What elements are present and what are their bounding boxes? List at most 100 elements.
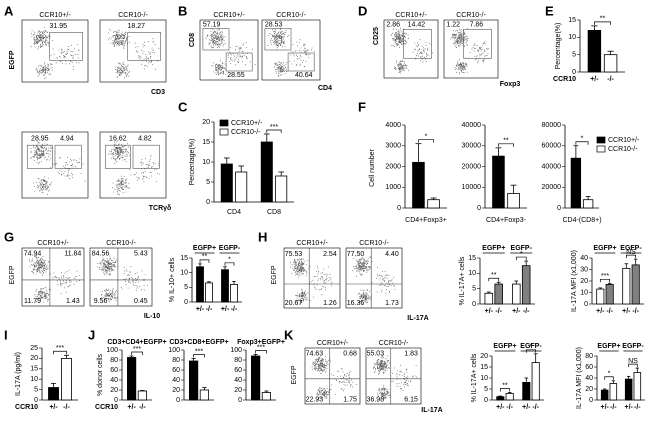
- y-tick-label: 100: [168, 347, 180, 354]
- significance-label: *: [608, 371, 611, 378]
- bar: [48, 387, 59, 401]
- bar: [494, 283, 503, 305]
- x-axis-label: CCR10: [553, 76, 576, 83]
- chart-title: Foxp3+EGFP+: [237, 339, 285, 346]
- y-tick-label: 10: [480, 375, 488, 382]
- gate-percentage: 28.55: [227, 72, 245, 79]
- group-label: EGFP-: [219, 245, 241, 252]
- bar: [260, 141, 273, 203]
- gate-percentage: 22.93: [306, 396, 324, 403]
- y-tick-label: 60000: [542, 143, 562, 150]
- event-dots: [30, 141, 86, 195]
- y-tick-label: 10000: [462, 184, 482, 191]
- significance-label: **: [202, 254, 208, 261]
- significance-bracket: [199, 259, 210, 263]
- y-tick-label: 0: [472, 301, 476, 308]
- bar: [412, 161, 425, 209]
- bar: [600, 389, 609, 401]
- y-axis-label: IL-17A MFI (x1,000): [571, 250, 578, 312]
- group-label: EGFP+: [482, 245, 505, 252]
- bar: [603, 54, 618, 73]
- y-tick-label: 30: [580, 266, 588, 273]
- panel-letter: D: [358, 3, 367, 18]
- group-label: EGFP+: [193, 245, 216, 252]
- y-tick-label: 20: [480, 353, 488, 360]
- y-tick-label: 20: [172, 387, 180, 394]
- y-tick-label: 40: [580, 255, 588, 262]
- x-axis-label: IL-17A: [421, 407, 442, 414]
- legend-swatch: [219, 128, 229, 136]
- bar: [522, 381, 531, 401]
- event-dots: [96, 255, 148, 303]
- significance-label: NS: [626, 249, 636, 256]
- group-label: CD4: [227, 209, 241, 216]
- group-label: CD8: [267, 209, 281, 216]
- gate-percentage: 0.45: [134, 298, 148, 305]
- gate: [202, 28, 230, 51]
- x-axis-label: CCR10: [95, 404, 118, 411]
- legend-label: CCR10-/-: [608, 146, 638, 153]
- significance-bracket: [515, 256, 527, 261]
- significance-bracket: [625, 254, 637, 259]
- significance-label: NS: [628, 358, 638, 365]
- plot-frame: [304, 347, 361, 405]
- x-axis-label: IL-17A: [407, 315, 428, 322]
- panel-letter: K: [284, 327, 294, 342]
- bar-label: -/-: [532, 404, 539, 411]
- plot-frame: [365, 347, 422, 405]
- plot-title: CCR10-/-: [359, 240, 389, 247]
- gate-percentage: 16.62: [109, 135, 127, 142]
- significance-bracket: [418, 139, 434, 143]
- gate-percentage: 6.15: [404, 396, 418, 403]
- plot-frame: [443, 19, 499, 79]
- gate-percentage: 0.68: [343, 350, 357, 357]
- group-label: EGFP-: [520, 343, 542, 350]
- y-tick-label: 15: [202, 139, 210, 146]
- y-tick-label: 0: [34, 397, 38, 404]
- y-tick-label: 0: [584, 301, 588, 308]
- group-label: EGFP+: [597, 343, 620, 350]
- y-axis-label: IL-17A (pg/ml): [15, 352, 22, 396]
- y-tick-label: 20000: [542, 184, 562, 191]
- y-tick-label: 5: [34, 386, 38, 393]
- legend-label: CCR10-/-: [231, 129, 261, 136]
- legend-swatch: [596, 145, 606, 153]
- bar: [230, 283, 238, 303]
- y-tick-label: 30000: [462, 143, 482, 150]
- panel-letter: H: [258, 229, 267, 244]
- group-label: EGFP+: [493, 343, 516, 350]
- gate-percentage: 1.26: [323, 300, 337, 307]
- significance-bracket: [224, 262, 235, 266]
- gate-percentage: 5.43: [134, 251, 148, 258]
- gate-percentage: 7.86: [470, 21, 484, 28]
- gate-percentage: 55.03: [367, 350, 385, 357]
- significance-bracket: [131, 351, 143, 355]
- gate-percentage: 4.82: [138, 135, 152, 142]
- x-axis-label: CD4: [318, 85, 332, 92]
- gate-percentage: 4.94: [60, 135, 74, 142]
- bar-label: +/-: [590, 76, 599, 83]
- bar: [512, 283, 521, 305]
- significance-bracket: [488, 277, 500, 282]
- bar: [631, 264, 640, 305]
- y-tick-label: 40000: [542, 163, 562, 170]
- bar: [188, 360, 199, 401]
- panel-letter: G: [4, 229, 14, 244]
- significance-bracket: [53, 350, 67, 355]
- plot-title: CCR10-/-: [379, 340, 409, 347]
- bar-label: +/-: [624, 404, 633, 411]
- gate: [132, 144, 160, 169]
- significance-label: **: [503, 138, 509, 145]
- bar-label: +/-: [221, 306, 230, 313]
- significance-label: *: [425, 134, 428, 141]
- gate: [49, 32, 84, 61]
- gate-percentage: 14.42: [408, 21, 426, 28]
- gate-percentage: 28.53: [265, 22, 283, 29]
- event-dots: [205, 28, 256, 76]
- event-dots: [373, 355, 417, 400]
- bar-label: -/-: [139, 404, 146, 411]
- legend-swatch: [596, 136, 606, 144]
- bar-label: +/-: [622, 308, 631, 315]
